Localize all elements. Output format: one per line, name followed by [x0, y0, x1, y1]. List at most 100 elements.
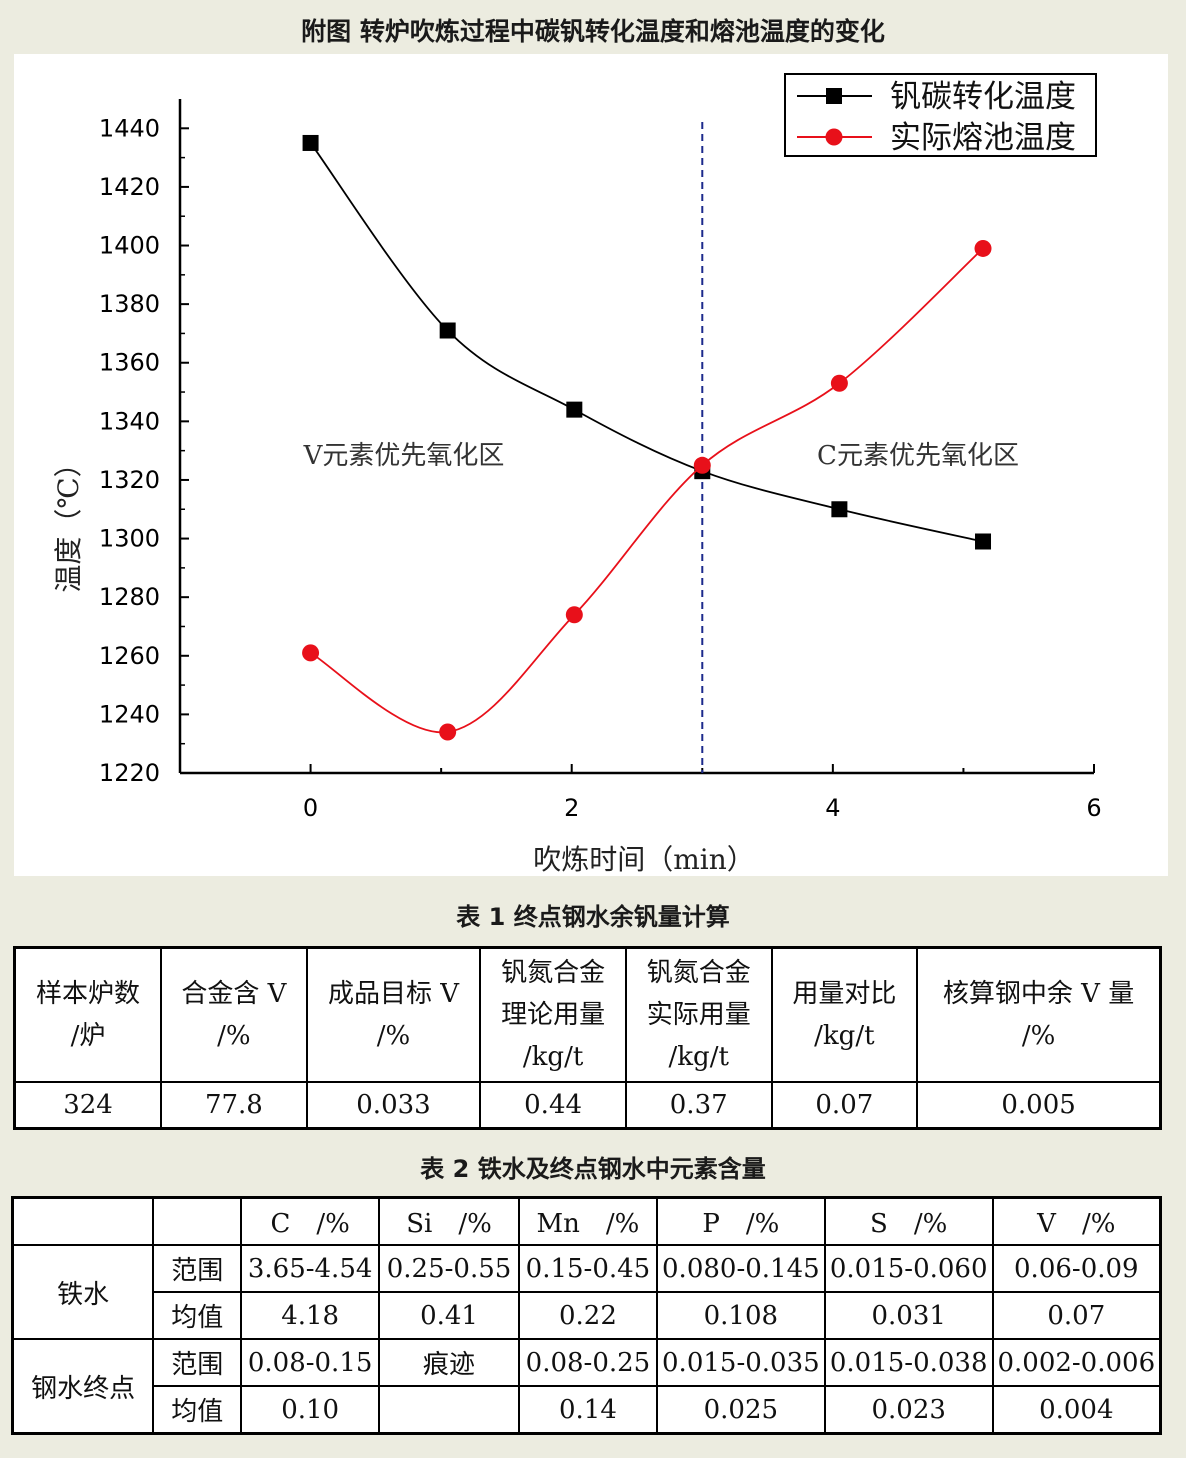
table2-row: 钢水终点 范围 0.08-0.15 痕迹 0.08-0.25 0.015-0.035 0.0…	[11, 1338, 1162, 1435]
table2-column-header: Mn /%	[517, 1196, 658, 1246]
legend-marker-square	[826, 88, 842, 104]
table2-cell: 0.41	[378, 1291, 520, 1340]
table2-cell: 0.002-0.006	[991, 1338, 1162, 1387]
table2-row: 铁水 范围 3.65-4.54 0.25-0.55 0.15-0.45 0.080-0.1…	[11, 1244, 1162, 1340]
table2-cell: 0.004	[991, 1385, 1162, 1435]
data-point-circle	[974, 239, 992, 257]
data-point-square	[302, 134, 319, 151]
table2-group-label: 钢水终点	[11, 1338, 155, 1435]
table1: 样本炉数/炉 合金含 V/% 成品目标 V/% 钒氮合金 理论用量/kg/t 钒氮合金 实际…	[13, 946, 1162, 1130]
table2-title: 表 2 铁水及终点钢水中元素含量	[420, 1155, 766, 1183]
x-tick-label: 2	[564, 794, 579, 822]
table2-cell: 0.22	[517, 1291, 658, 1340]
table2-cell: 0.15-0.45	[517, 1244, 658, 1293]
data-point-circle	[302, 644, 320, 662]
y-axis-label: 温度（℃）	[52, 449, 85, 592]
table2-header-row: C /% Si /% Mn /% P /% S /% V /%	[11, 1196, 1162, 1246]
data-point-circle	[693, 456, 711, 474]
data-point-square	[831, 501, 848, 518]
table1-cell: 0.005	[916, 1081, 1162, 1130]
table1-header-cell: 核算钢中余 V 量/%	[916, 946, 1162, 1083]
table1-header-cell: 钒氮合金 理论用量/kg/t	[479, 946, 627, 1083]
table2-cell: 0.015-0.035	[655, 1338, 826, 1387]
table2-group-label: 铁水	[11, 1244, 155, 1340]
table1-cell: 324	[13, 1081, 163, 1130]
y-tick-label: 1420	[99, 173, 160, 201]
table2-cell: 0.108	[655, 1291, 826, 1340]
y-tick-label: 1360	[99, 349, 160, 377]
y-tick-label: 1380	[99, 290, 160, 318]
table1-cell: 0.07	[770, 1081, 919, 1130]
table2-column-header: C /%	[240, 1196, 381, 1246]
x-axis-label: 吹炼时间（min）	[533, 843, 755, 876]
table1-header-cell: 合金含 V/%	[160, 946, 308, 1083]
table1-cell: 77.8	[160, 1081, 308, 1130]
table2: C /% Si /% Mn /% P /% S /% V /% 铁水 范围 3.65-4.54 0…	[11, 1196, 1162, 1435]
table2-cell: 0.025	[655, 1385, 826, 1435]
table2-row-label: 范围	[152, 1338, 243, 1387]
legend-label: 实际熔池温度	[890, 120, 1076, 156]
chart-panel: 1220 1240 1260 1280 1300 1320 1340 1360 1380 1400…	[14, 54, 1168, 876]
table2-cell: 3.65-4.54	[240, 1244, 381, 1293]
table2-row-label: 范围	[152, 1244, 243, 1293]
table2-row: 均值 4.18 0.41 0.22 0.108 0.031 0.07	[13, 1291, 1162, 1340]
table2-cell: 0.10	[240, 1385, 381, 1435]
table2-column-header: S /%	[823, 1196, 994, 1246]
data-point-square	[975, 533, 992, 550]
table1-header-cell: 样本炉数/炉	[13, 946, 163, 1083]
figure-title: 附图 转炉吹炼过程中碳钒转化温度和熔池温度的变化	[301, 17, 885, 46]
table2-column-header: P /%	[655, 1196, 826, 1246]
table2-cell: 0.08-0.25	[517, 1338, 658, 1387]
table2-row-label: 均值	[152, 1291, 243, 1340]
y-tick-label: 1320	[99, 466, 160, 494]
table2-cell: 0.080-0.145	[655, 1244, 826, 1293]
table2-cell: 0.015-0.038	[823, 1338, 994, 1387]
table2-cell: 0.07	[991, 1291, 1162, 1340]
x-tick-label: 6	[1086, 794, 1101, 822]
table1-header-cell: 成品目标 V/%	[305, 946, 482, 1083]
data-point-circle	[830, 374, 848, 392]
table2-corner-cell	[152, 1196, 243, 1246]
table2-row: 均值 0.10 0.14 0.025 0.023 0.004	[13, 1385, 1162, 1435]
table1-title: 表 1 终点钢水余钒量计算	[456, 903, 730, 931]
table2-column-header: V /%	[991, 1196, 1162, 1246]
table2-cell: 0.08-0.15	[240, 1338, 381, 1387]
table1-header-cell: 钒氮合金 实际用量/kg/t	[624, 946, 773, 1083]
table2-cell: 0.14	[517, 1385, 658, 1435]
table2-corner-cell	[11, 1196, 155, 1246]
x-tick-label: 0	[303, 794, 318, 822]
y-tick-label: 1400	[99, 232, 160, 260]
chart-series	[302, 134, 992, 741]
table2-cell	[378, 1385, 520, 1435]
y-tick-label: 1260	[99, 642, 160, 670]
table1-data-row: 324 77.8 0.033 0.44 0.37 0.07 0.005	[13, 1081, 1162, 1130]
data-point-square	[439, 322, 456, 339]
table2-cell: 4.18	[240, 1291, 381, 1340]
table1-cell: 0.37	[624, 1081, 773, 1130]
chart-axes: 1220 1240 1260 1280 1300 1320 1340 1360 1380 1400…	[99, 99, 1102, 822]
table2-cell: 0.023	[823, 1385, 994, 1435]
series-line-2	[310, 247, 984, 734]
x-tick-label: 4	[825, 794, 840, 822]
temperature-chart: 1220 1240 1260 1280 1300 1320 1340 1360 1380 1400…	[52, 73, 1102, 876]
table1-cell: 0.033	[305, 1081, 482, 1130]
data-point-square	[566, 401, 583, 418]
data-point-circle	[565, 606, 583, 624]
y-tick-label: 1340	[99, 407, 160, 435]
region-label-v: V元素优先氧化区	[303, 441, 505, 471]
region-label-c: C元素优先氧化区	[817, 441, 1019, 471]
y-tick-label: 1280	[99, 583, 160, 611]
table2-cell: 0.015-0.060	[823, 1244, 994, 1293]
table1-header-cell: 用量对比/kg/t	[770, 946, 919, 1083]
table2-row-label: 均值	[152, 1385, 243, 1435]
y-tick-label: 1220	[99, 759, 160, 787]
legend-marker-circle	[825, 128, 843, 146]
table1-header-row: 样本炉数/炉 合金含 V/% 成品目标 V/% 钒氮合金 理论用量/kg/t 钒氮合金 实际…	[13, 946, 1162, 1083]
y-tick-label: 1440	[99, 114, 160, 142]
series-line-1	[309, 142, 984, 543]
table2-cell: 痕迹	[378, 1338, 520, 1387]
data-point-circle	[439, 723, 457, 741]
y-tick-label: 1240	[99, 700, 160, 728]
table2-cell: 0.031	[823, 1291, 994, 1340]
legend-label: 钒碳转化温度	[890, 79, 1076, 115]
